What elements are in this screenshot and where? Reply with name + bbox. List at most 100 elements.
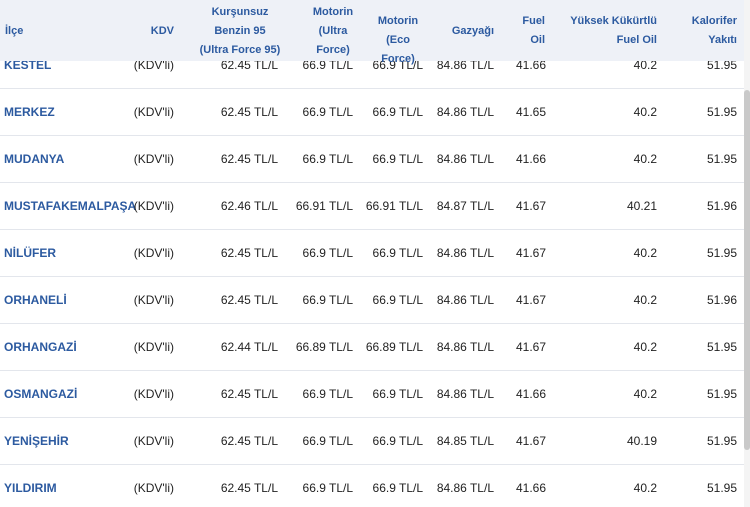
kdv-cell: (KDV'li) (133, 199, 174, 213)
fuel-oil-cell: 41.67 (515, 340, 546, 354)
motorin-ultra-cell: 66.9 TL/L (302, 58, 353, 72)
district-name[interactable]: KESTEL (4, 58, 52, 72)
kdv-cell: (KDV'li) (133, 434, 174, 448)
col-ilce: İlçe (5, 25, 24, 37)
gazyagi-cell: 84.87 TL/L (436, 199, 494, 213)
motorin-ultra-cell: 66.9 TL/L (302, 152, 353, 166)
kdv-cell: (KDV'li) (133, 152, 174, 166)
yuksek-kukurtlu-cell: 40.2 (633, 58, 657, 72)
gazyagi-cell: 84.86 TL/L (436, 152, 494, 166)
table-row: ORHANELİ (KDV'li) 62.45 TL/L 66.9 TL/L 66.9 … (0, 277, 744, 324)
motorin-eco-cell: 66.9 TL/L (372, 246, 423, 260)
gazyagi-cell: 84.86 TL/L (436, 481, 494, 495)
kursunsuz-95-cell: 62.45 TL/L (220, 293, 278, 307)
district-name[interactable]: NİLÜFER (4, 246, 56, 260)
col-kursunsuz-2: Benzin 95 (214, 25, 266, 37)
district-name[interactable]: MERKEZ (4, 105, 55, 119)
district-name[interactable]: YILDIRIM (4, 481, 57, 495)
gazyagi-cell: 84.86 TL/L (436, 246, 494, 260)
kursunsuz-95-cell: 62.45 TL/L (220, 58, 278, 72)
kalorifer-cell: 51.96 (706, 199, 737, 213)
gazyagi-cell: 84.86 TL/L (436, 105, 494, 119)
fuel-oil-cell: 41.67 (515, 199, 546, 213)
table-row: MUDANYA (KDV'li) 62.45 TL/L 66.9 TL/L 66.9 T… (0, 136, 744, 183)
kalorifer-cell: 51.95 (706, 105, 737, 119)
fuel-oil-cell: 41.67 (515, 434, 546, 448)
district-name[interactable]: MUDANYA (4, 152, 65, 166)
yuksek-kukurtlu-cell: 40.2 (633, 387, 657, 401)
motorin-eco-cell: 66.91 TL/L (365, 199, 423, 213)
yuksek-kukurtlu-cell: 40.2 (633, 293, 657, 307)
col-fuel-oil-1: Fuel (522, 15, 545, 27)
yuksek-kukurtlu-cell: 40.21 (626, 199, 657, 213)
kalorifer-cell: 51.95 (706, 246, 737, 260)
yuksek-kukurtlu-cell: 40.2 (633, 481, 657, 495)
gazyagi-cell: 84.86 TL/L (436, 387, 494, 401)
table-row: YENİŞEHİR (KDV'li) 62.45 TL/L 66.9 TL/L 66.9… (0, 418, 744, 465)
motorin-ultra-cell: 66.9 TL/L (302, 246, 353, 260)
fuel-oil-cell: 41.66 (515, 152, 546, 166)
scrollbar[interactable] (744, 0, 750, 507)
fuel-oil-cell: 41.66 (515, 387, 546, 401)
motorin-ultra-cell: 66.91 TL/L (295, 199, 353, 213)
scrollbar-thumb[interactable] (744, 90, 750, 450)
kdv-cell: (KDV'li) (133, 387, 174, 401)
fuel-oil-cell: 41.66 (515, 58, 546, 72)
kdv-cell: (KDV'li) (133, 246, 174, 260)
col-motorin-ultra-1: Motorin (312, 6, 354, 18)
col-fuel-oil-2: Oil (530, 34, 545, 46)
motorin-eco-cell: 66.89 TL/L (365, 340, 423, 354)
district-name[interactable]: OSMANGAZİ (4, 387, 78, 401)
table-header: İlçe KDV Kurşunsuz Benzin 95 (Ultra Forc… (0, 0, 744, 65)
kdv-cell: (KDV'li) (133, 293, 174, 307)
motorin-eco-cell: 66.9 TL/L (372, 152, 423, 166)
kursunsuz-95-cell: 62.45 TL/L (220, 481, 278, 495)
kursunsuz-95-cell: 62.45 TL/L (220, 105, 278, 119)
table-row: ORHANGAZİ (KDV'li) 62.44 TL/L 66.89 TL/L 66.… (0, 324, 744, 371)
motorin-eco-cell: 66.9 TL/L (372, 387, 423, 401)
yuksek-kukurtlu-cell: 40.2 (633, 340, 657, 354)
col-yuksek-1: Yüksek Kükürtlü (570, 15, 657, 27)
kdv-cell: (KDV'li) (133, 481, 174, 495)
motorin-ultra-cell: 66.89 TL/L (295, 340, 353, 354)
kursunsuz-95-cell: 62.45 TL/L (220, 246, 278, 260)
motorin-ultra-cell: 66.9 TL/L (302, 481, 353, 495)
kalorifer-cell: 51.95 (706, 434, 737, 448)
fuel-oil-cell: 41.67 (515, 293, 546, 307)
table-row: NİLÜFER (KDV'li) 62.45 TL/L 66.9 TL/L 66.9 T… (0, 230, 744, 277)
motorin-ultra-cell: 66.9 TL/L (302, 293, 353, 307)
kdv-cell: (KDV'li) (133, 58, 174, 72)
table-row: YILDIRIM (KDV'li) 62.45 TL/L 66.9 TL/L 66.9 … (0, 465, 744, 507)
yuksek-kukurtlu-cell: 40.2 (633, 246, 657, 260)
gazyagi-cell: 84.86 TL/L (436, 293, 494, 307)
kursunsuz-95-cell: 62.44 TL/L (220, 340, 278, 354)
kdv-cell: (KDV'li) (133, 105, 174, 119)
table-row: MERKEZ (KDV'li) 62.45 TL/L 66.9 TL/L 66.9 TL… (0, 89, 744, 136)
district-name[interactable]: ORHANGAZİ (4, 340, 77, 354)
motorin-ultra-cell: 66.9 TL/L (302, 387, 353, 401)
kursunsuz-95-cell: 62.45 TL/L (220, 387, 278, 401)
yuksek-kukurtlu-cell: 40.19 (626, 434, 657, 448)
col-motorin-eco-1: Motorin (377, 15, 419, 27)
kalorifer-cell: 51.95 (706, 481, 737, 495)
gazyagi-cell: 84.86 TL/L (436, 58, 494, 72)
col-motorin-ultra-2: (Ultra (318, 25, 348, 37)
motorin-eco-cell: 66.9 TL/L (372, 481, 423, 495)
motorin-eco-cell: 66.9 TL/L (372, 58, 423, 72)
yuksek-kukurtlu-cell: 40.2 (633, 152, 657, 166)
col-motorin-eco-2: (Eco Force) (381, 34, 415, 65)
col-kalorifer-2: Yakıtı (708, 34, 737, 46)
col-gazyagi: Gazyağı (451, 25, 494, 37)
gazyagi-cell: 84.85 TL/L (436, 434, 494, 448)
district-name[interactable]: ORHANELİ (4, 293, 67, 307)
kalorifer-cell: 51.95 (706, 152, 737, 166)
col-kalorifer-1: Kalorifer (691, 15, 737, 27)
motorin-eco-cell: 66.9 TL/L (372, 434, 423, 448)
district-name[interactable]: YENİŞEHİR (4, 434, 69, 448)
motorin-ultra-cell: 66.9 TL/L (302, 434, 353, 448)
district-name[interactable]: MUSTAFAKEMALPAŞA (4, 199, 137, 213)
col-kursunsuz-3: (Ultra Force 95) (199, 44, 281, 56)
col-yuksek-2: Fuel Oil (616, 34, 657, 46)
